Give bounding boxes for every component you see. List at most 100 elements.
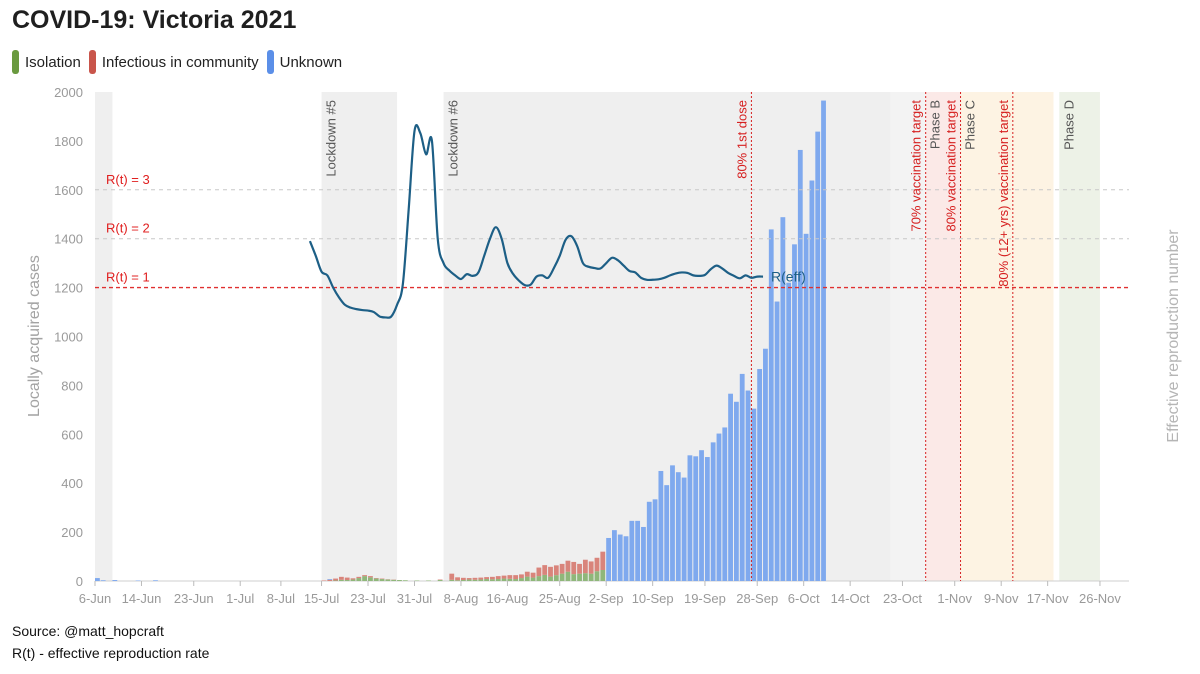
x-tick-label-19: 9-Nov <box>984 591 1019 606</box>
bar-infectious-in-community-23 <box>449 573 455 580</box>
x-tick-label-9: 16-Aug <box>486 591 528 606</box>
bar-unknown-6 <box>327 579 333 580</box>
bar-infectious-in-community-12 <box>362 575 368 577</box>
bar-infectious-in-community-11 <box>356 576 362 579</box>
page-title: COVID-19: Victoria 2021 <box>12 6 297 34</box>
bar-unknown-81 <box>786 282 792 581</box>
bar-unknown-0 <box>95 578 100 581</box>
shaded-period-5 <box>960 92 1013 581</box>
x-tick-label-0: 6-Jun <box>79 591 112 606</box>
bar-isolation-36 <box>524 576 530 581</box>
shaded-period-4 <box>925 92 961 581</box>
bar-isolation-47 <box>588 573 594 581</box>
bar-infectious-in-community-7 <box>333 578 338 581</box>
bar-unknown-60 <box>664 485 670 581</box>
bar-infectious-in-community-38 <box>536 567 542 577</box>
bar-isolation-16 <box>385 579 391 581</box>
x-tick-label-15: 6-Oct <box>788 591 820 606</box>
bar-isolation-34 <box>513 579 519 581</box>
x-tick-label-6: 23-Jul <box>350 591 386 606</box>
x-tick-label-1: 14-Jun <box>122 591 162 606</box>
bar-infectious-in-community-40 <box>548 566 553 577</box>
x-tick-label-11: 2-Sep <box>589 591 624 606</box>
x-tick-label-5: 15-Jul <box>304 591 340 606</box>
bar-isolation-39 <box>542 574 548 581</box>
bar-isolation-46 <box>582 573 588 581</box>
bar-isolation-45 <box>577 573 582 581</box>
legend-label-unknown: Unknown <box>279 53 343 71</box>
y-tick-label-0: 0 <box>76 574 83 589</box>
legend-item-isolation: Isolation <box>12 50 81 74</box>
bar-infectious-in-community-37 <box>530 572 536 578</box>
bar-isolation-17 <box>391 579 397 581</box>
x-tick-label-12: 10-Sep <box>632 591 674 606</box>
bar-isolation-14 <box>373 578 379 581</box>
bar-isolation-27 <box>472 579 478 581</box>
bar-isolation-35 <box>519 578 524 581</box>
bar-infectious-in-community-29 <box>484 577 490 580</box>
vertical-markers: 80% 1st dose 70% vaccination target 80% va… <box>734 92 1014 581</box>
axes: 0 200 400 600 800 1000 1200 1400 1600 1800 2000 6-J… <box>54 85 1121 606</box>
bar-isolation-23 <box>449 579 455 581</box>
bar-infectious-in-community-6 <box>327 579 333 581</box>
bar-infectious-in-community-27 <box>472 577 478 580</box>
bar-unknown-72 <box>733 401 739 581</box>
source-note: Source: @matt_hopcraft <box>12 623 164 639</box>
bar-isolation-11 <box>356 578 362 581</box>
x-tick-label-17: 23-Oct <box>883 591 922 606</box>
marker-label-0: 80% 1st dose <box>734 100 749 179</box>
bar-unknown-84 <box>803 233 809 581</box>
bar-infectious-in-community-28 <box>478 577 484 580</box>
bar-unknown-73 <box>739 373 745 581</box>
bar-isolation-43 <box>565 571 571 581</box>
bar-isolation-38 <box>536 576 542 581</box>
x-tick-label-21: 26-Nov <box>1079 591 1121 606</box>
y-tick-label-5: 1000 <box>54 330 83 345</box>
bar-unknown-2 <box>112 580 118 581</box>
shaded-period-0 <box>95 92 113 581</box>
bar-isolation-24 <box>455 580 460 581</box>
x-tick-label-14: 28-Sep <box>736 591 778 606</box>
y-tick-label-10: 2000 <box>54 85 83 100</box>
bar-isolation-13 <box>368 577 373 581</box>
bar-isolation-28 <box>478 579 484 581</box>
bar-infectious-in-community-8 <box>338 576 344 580</box>
bar-infectious-in-community-30 <box>490 576 495 580</box>
rt-definition-note: R(t) - effective reproduction rate <box>12 645 210 661</box>
y-tick-label-8: 1600 <box>54 183 83 198</box>
bar-unknown-77 <box>763 348 768 581</box>
period-label-2: Lockdown #6 <box>446 100 461 177</box>
bar-isolation-40 <box>548 576 553 581</box>
bar-unknown-70 <box>722 427 728 581</box>
bar-isolation-48 <box>594 571 600 581</box>
bar-isolation-12 <box>362 576 368 581</box>
shaded-period-6 <box>1012 92 1054 581</box>
bar-infectious-in-community-44 <box>571 561 577 575</box>
bar-unknown-62 <box>675 472 681 581</box>
bar-isolation-49 <box>600 569 606 581</box>
bar-infectious-in-community-46 <box>582 559 588 574</box>
legend-item-infectious: Infectious in community <box>88 50 259 74</box>
bar-isolation-25 <box>460 580 466 581</box>
x-tick-label-2: 23-Jun <box>174 591 214 606</box>
bar-infectious-in-community-25 <box>460 577 466 581</box>
bar-unknown-55 <box>635 520 641 581</box>
bar-unknown-64 <box>687 455 693 581</box>
marker-label-1: 70% vaccination target <box>909 100 924 232</box>
legend-label-isolation: Isolation <box>25 53 81 71</box>
bar-unknown-51 <box>612 530 617 581</box>
bar-unknown-85 <box>809 180 815 581</box>
shaded-period-1 <box>321 92 398 581</box>
bar-unknown-69 <box>716 433 722 581</box>
bar-unknown-1 <box>100 580 106 581</box>
bar-isolation-10 <box>350 579 356 581</box>
bar-isolation-9 <box>344 580 350 581</box>
bar-isolation-44 <box>571 574 577 581</box>
period-label-4: Phase B <box>928 100 943 149</box>
bar-isolation-41 <box>553 575 559 581</box>
bar-infectious-in-community-48 <box>594 557 600 572</box>
y-tick-label-9: 1800 <box>54 134 83 149</box>
bar-isolation-37 <box>530 577 536 581</box>
bar-unknown-65 <box>693 456 699 581</box>
